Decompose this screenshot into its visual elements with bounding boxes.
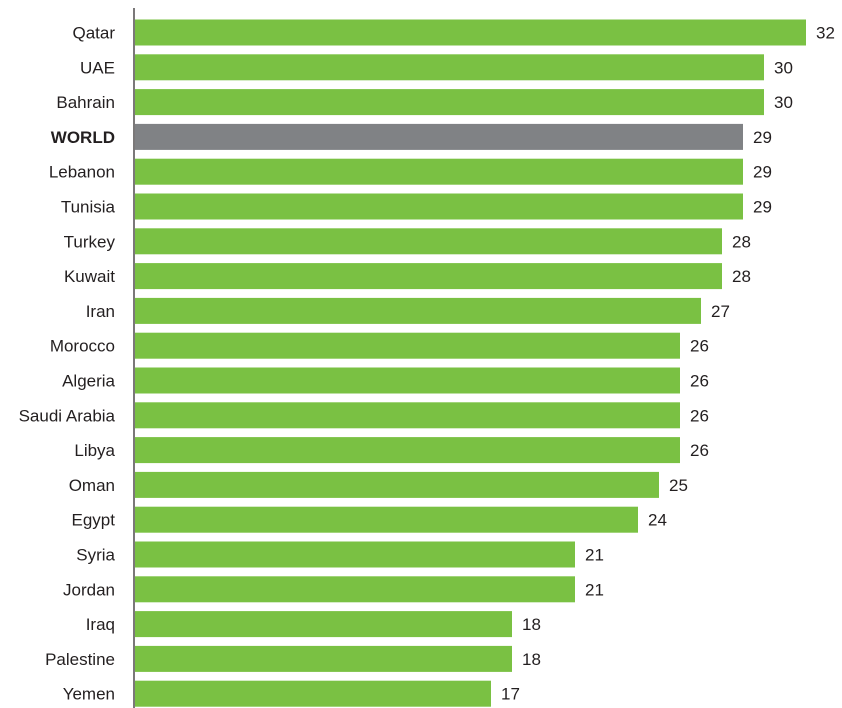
value-label-world: 29 xyxy=(753,128,772,147)
bar-turkey xyxy=(135,228,722,255)
category-label-jordan: Jordan xyxy=(63,580,115,599)
category-labels: Qatar UAE Bahrain WORLD Lebanon Tunisia Turkey… xyxy=(19,24,116,704)
value-label-syria: 21 xyxy=(585,546,604,565)
bar-palestine xyxy=(135,645,512,672)
category-label-qatar: Qatar xyxy=(72,24,115,43)
category-label-iran: Iran xyxy=(86,302,115,321)
bar-yemen xyxy=(135,680,491,707)
category-label-libya: Libya xyxy=(74,441,115,460)
bar-oman xyxy=(135,471,659,498)
bar-jordan xyxy=(135,576,575,603)
value-label-kuwait: 28 xyxy=(732,267,751,286)
bars-layer xyxy=(135,19,806,707)
value-label-tunisia: 29 xyxy=(753,198,772,217)
category-label-world: WORLD xyxy=(51,128,115,147)
value-label-libya: 26 xyxy=(690,441,709,460)
category-label-saudi-arabia: Saudi Arabia xyxy=(19,406,116,425)
value-label-morocco: 26 xyxy=(690,337,709,356)
value-label-qatar: 32 xyxy=(816,24,835,43)
category-label-iraq: Iraq xyxy=(86,615,115,634)
value-label-jordan: 21 xyxy=(585,580,604,599)
category-label-morocco: Morocco xyxy=(50,337,115,356)
value-label-algeria: 26 xyxy=(690,372,709,391)
category-label-lebanon: Lebanon xyxy=(49,163,115,182)
value-label-saudi-arabia: 26 xyxy=(690,406,709,425)
category-label-bahrain: Bahrain xyxy=(56,93,115,112)
bar-egypt xyxy=(135,506,638,533)
value-label-turkey: 28 xyxy=(732,232,751,251)
value-label-iran: 27 xyxy=(711,302,730,321)
category-label-palestine: Palestine xyxy=(45,650,115,669)
value-label-yemen: 17 xyxy=(501,685,520,704)
category-label-yemen: Yemen xyxy=(63,685,115,704)
bar-libya xyxy=(135,437,680,464)
bar-bahrain xyxy=(135,89,764,116)
value-label-iraq: 18 xyxy=(522,615,541,634)
category-label-oman: Oman xyxy=(69,476,115,495)
category-label-egypt: Egypt xyxy=(72,511,116,530)
bar-kuwait xyxy=(135,263,722,290)
category-label-tunisia: Tunisia xyxy=(61,198,116,217)
bar-syria xyxy=(135,541,575,568)
category-label-syria: Syria xyxy=(76,546,115,565)
bar-morocco xyxy=(135,332,680,359)
value-label-oman: 25 xyxy=(669,476,688,495)
category-label-turkey: Turkey xyxy=(64,232,116,251)
value-label-uae: 30 xyxy=(774,58,793,77)
bar-saudi-arabia xyxy=(135,402,680,429)
value-label-lebanon: 29 xyxy=(753,163,772,182)
category-label-uae: UAE xyxy=(80,58,115,77)
bar-uae xyxy=(135,54,764,81)
value-label-bahrain: 30 xyxy=(774,93,793,112)
category-label-kuwait: Kuwait xyxy=(64,267,115,286)
bar-world xyxy=(135,123,743,150)
bar-tunisia xyxy=(135,193,743,220)
value-label-egypt: 24 xyxy=(648,511,667,530)
bar-qatar xyxy=(135,19,806,46)
bar-iran xyxy=(135,297,701,324)
bar-algeria xyxy=(135,367,680,394)
bar-lebanon xyxy=(135,158,743,185)
bar-iraq xyxy=(135,611,512,638)
category-label-algeria: Algeria xyxy=(62,372,115,391)
value-label-palestine: 18 xyxy=(522,650,541,669)
